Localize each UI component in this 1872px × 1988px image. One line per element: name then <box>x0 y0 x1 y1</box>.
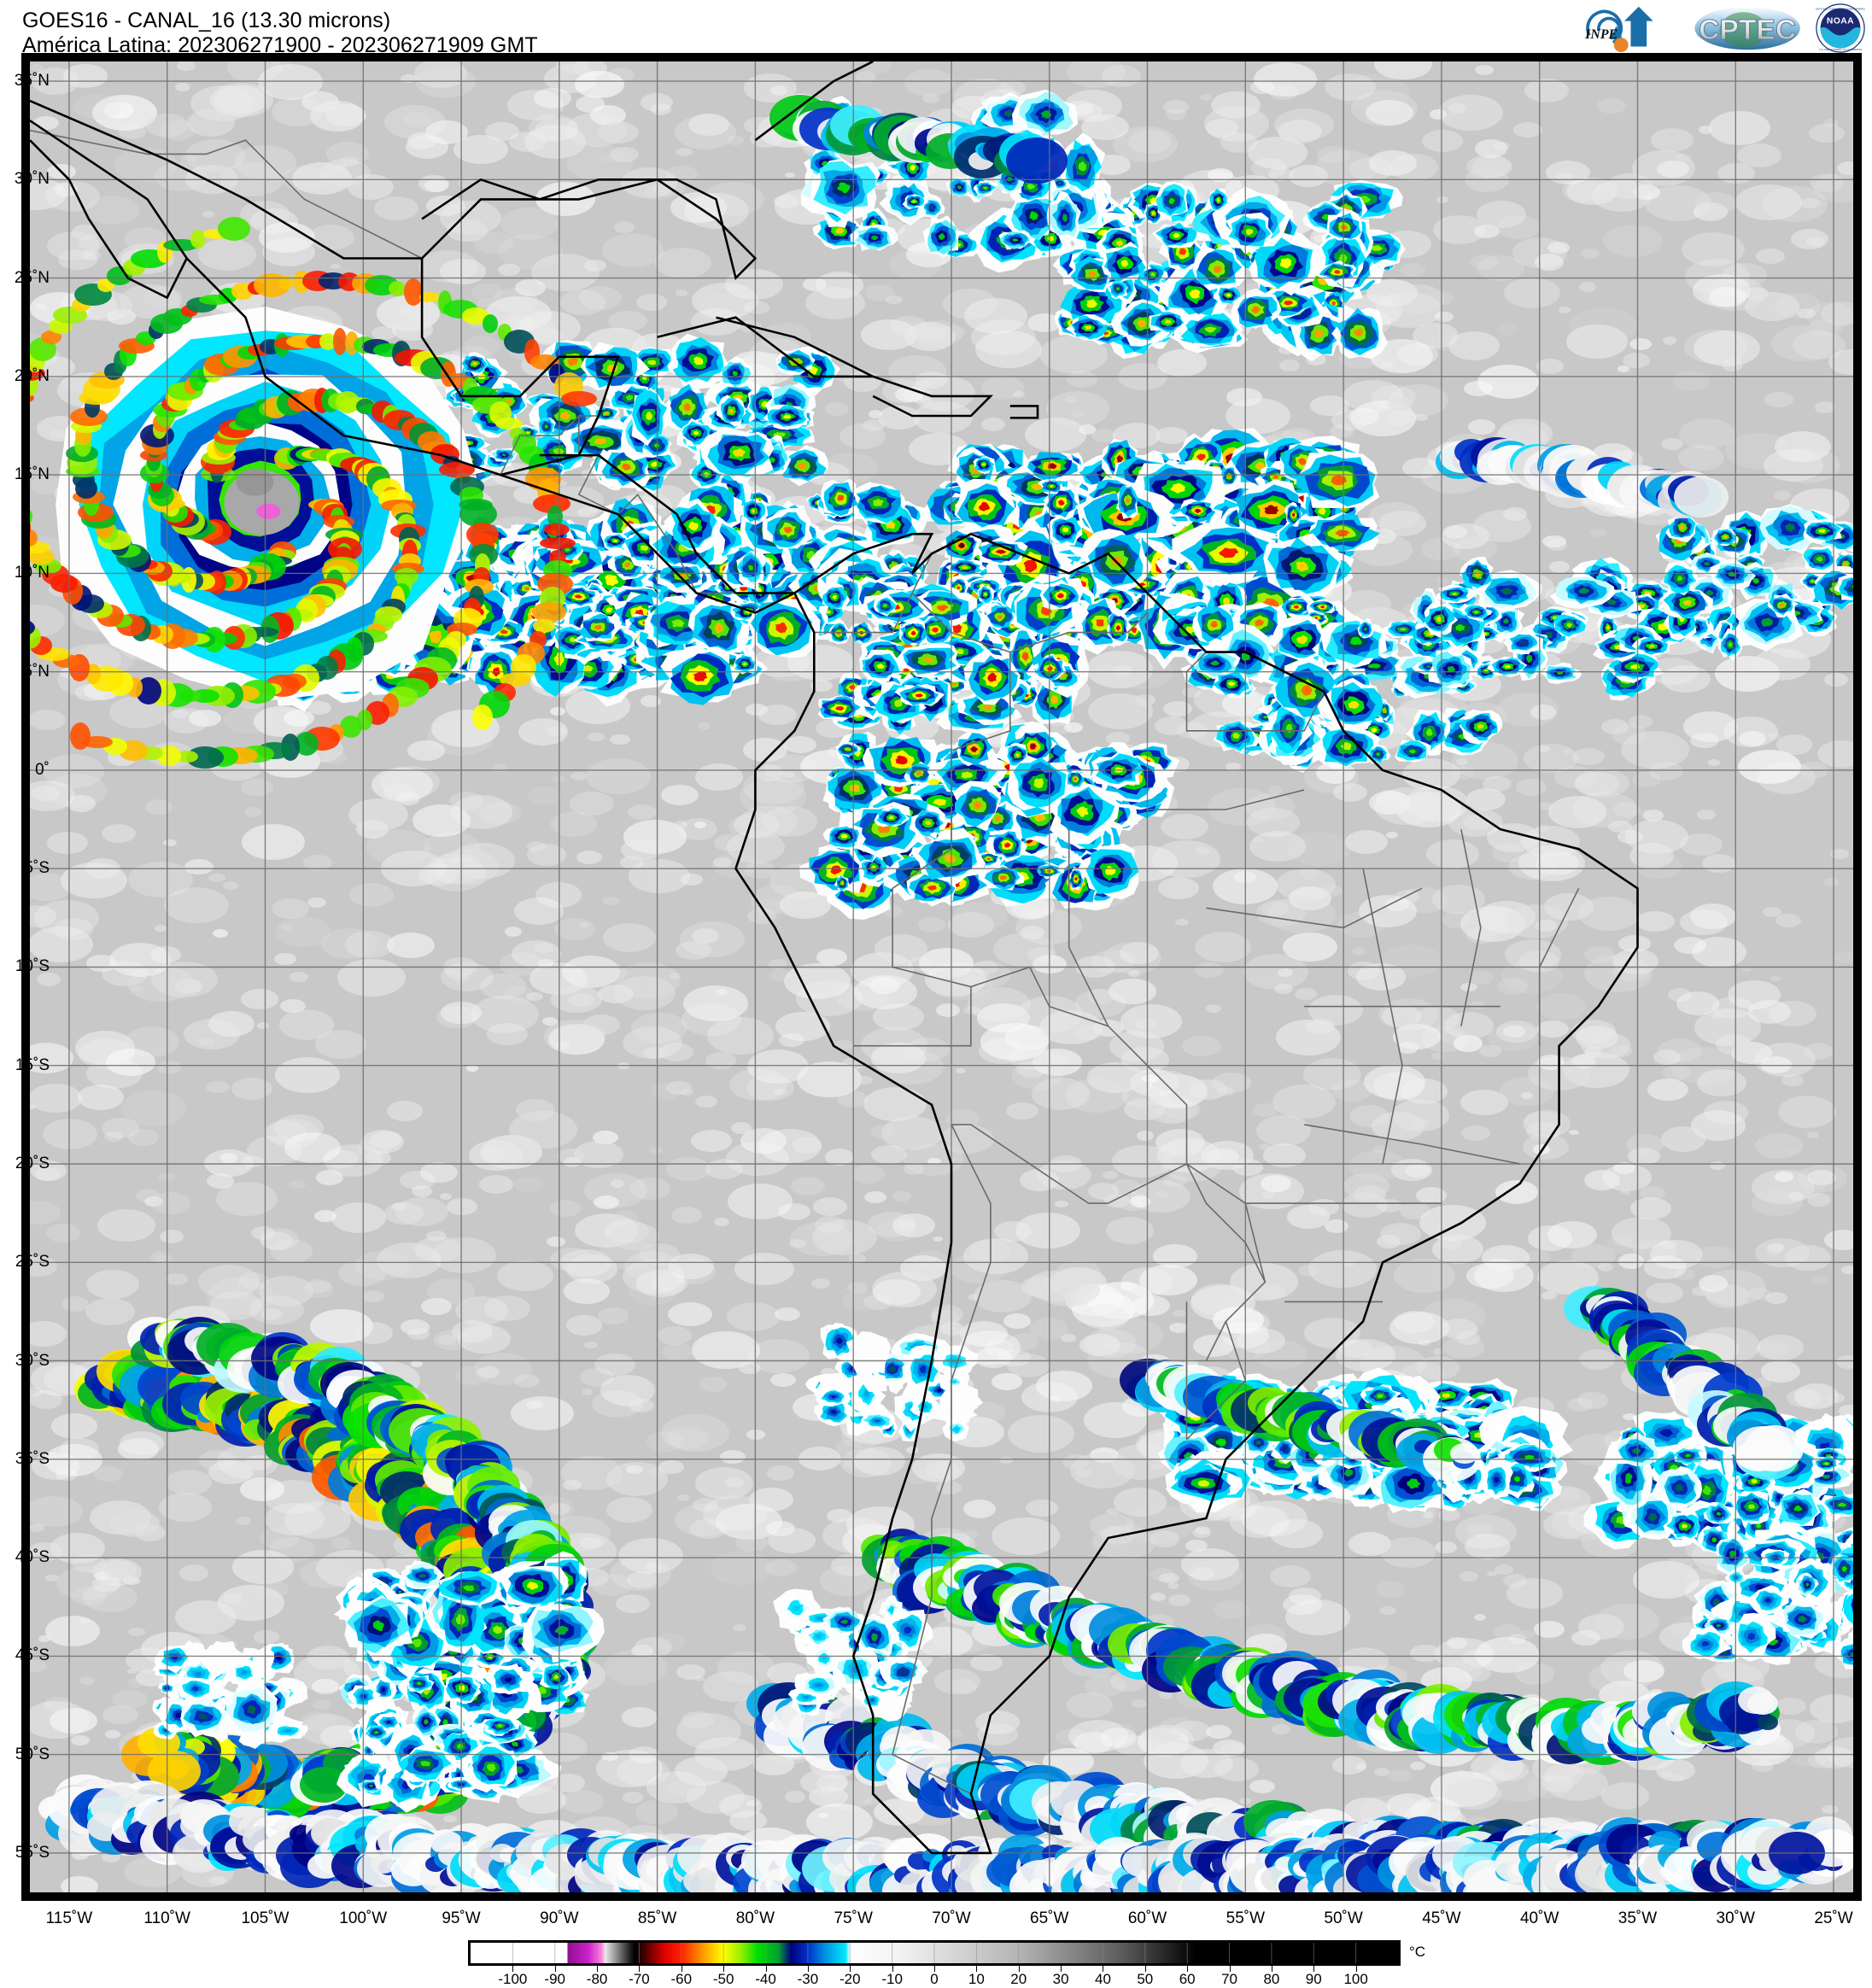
colorbar-unit-label: °C <box>1409 1944 1426 1960</box>
colorbar-tick <box>892 1966 893 1972</box>
svg-text:NOAA: NOAA <box>1827 16 1854 26</box>
colorbar-tick-label: -10 <box>881 1971 903 1987</box>
colorbar-tick <box>934 1966 935 1972</box>
noaa-logo: NOAA NATIONAL OCEANIC AND ATMOSPHERIC U.… <box>1816 3 1865 53</box>
colorbar-tick <box>807 1966 809 1972</box>
colorbar-tick-label: -100 <box>498 1971 528 1987</box>
colorbar-tick <box>639 1966 641 1972</box>
colorbar-tick <box>1355 1966 1357 1972</box>
colorbar-tick-label: -50 <box>712 1971 734 1987</box>
svg-text:NATIONAL OCEANIC AND ATMOSPHER: NATIONAL OCEANIC AND ATMOSPHERIC <box>1816 7 1865 10</box>
colorbar-tick-label: 70 <box>1221 1971 1237 1987</box>
colorbar-tick-label: -80 <box>586 1971 608 1987</box>
colorbar-tick-label: -70 <box>629 1971 650 1987</box>
svg-text:CPTEC: CPTEC <box>1699 15 1796 46</box>
colorbar-tick-label: 10 <box>968 1971 985 1987</box>
colorbar-tick <box>765 1966 767 1972</box>
colorbar-tick <box>850 1966 851 1972</box>
colorbar-tick-label: 100 <box>1343 1971 1368 1987</box>
satellite-map[interactable] <box>21 53 1862 1901</box>
colorbar-tick-label: -90 <box>544 1971 566 1987</box>
colorbar-tick-label: -30 <box>797 1971 819 1987</box>
colorbar-tick <box>1313 1966 1315 1972</box>
header: GOES16 - CANAL_16 (13.30 microns) Améric… <box>0 0 1872 57</box>
svg-text:INPE: INPE <box>1584 27 1618 42</box>
colorbar-tick-label: -40 <box>755 1971 776 1987</box>
colorbar-tick-label: 40 <box>1094 1971 1111 1987</box>
colorbar-tick <box>512 1966 514 1972</box>
colorbar-tick <box>597 1966 599 1972</box>
colorbar-tick <box>1018 1966 1020 1972</box>
cptec-logo: CPTEC <box>1694 6 1800 50</box>
colorbar-tick <box>554 1966 556 1972</box>
colorbar-tick-label: 0 <box>930 1971 939 1987</box>
colorbar-tick <box>1061 1966 1062 1972</box>
colorbar-tick-label: -60 <box>670 1971 693 1987</box>
colorbar-tick <box>976 1966 978 1972</box>
colorbar-tick-label: 50 <box>1137 1971 1154 1987</box>
colorbar-tick-label: -20 <box>839 1971 861 1987</box>
colorbar-tick <box>723 1966 725 1972</box>
temperature-colorbar[interactable] <box>468 1940 1401 1966</box>
colorbar-tick-label: 20 <box>1010 1971 1027 1987</box>
inpe-logo: INPE <box>1584 6 1653 53</box>
colorbar-gradient <box>471 1943 1398 1963</box>
product-title: GOES16 - CANAL_16 (13.30 microns) <box>22 9 391 32</box>
colorbar-tick <box>1144 1966 1146 1972</box>
colorbar-tick <box>1229 1966 1231 1972</box>
colorbar-tick <box>1187 1966 1189 1972</box>
svg-text:U.S. DEPARTMENT OF COMMERCE: U.S. DEPARTMENT OF COMMERCE <box>1819 48 1862 51</box>
colorbar-tick-label: 90 <box>1305 1971 1322 1987</box>
logo-row: INPE CPTEC <box>1575 2 1865 55</box>
colorbar-tick-label: 30 <box>1052 1971 1069 1987</box>
colorbar-tick-label: 60 <box>1179 1971 1196 1987</box>
colorbar-tick-label: 80 <box>1263 1971 1280 1987</box>
